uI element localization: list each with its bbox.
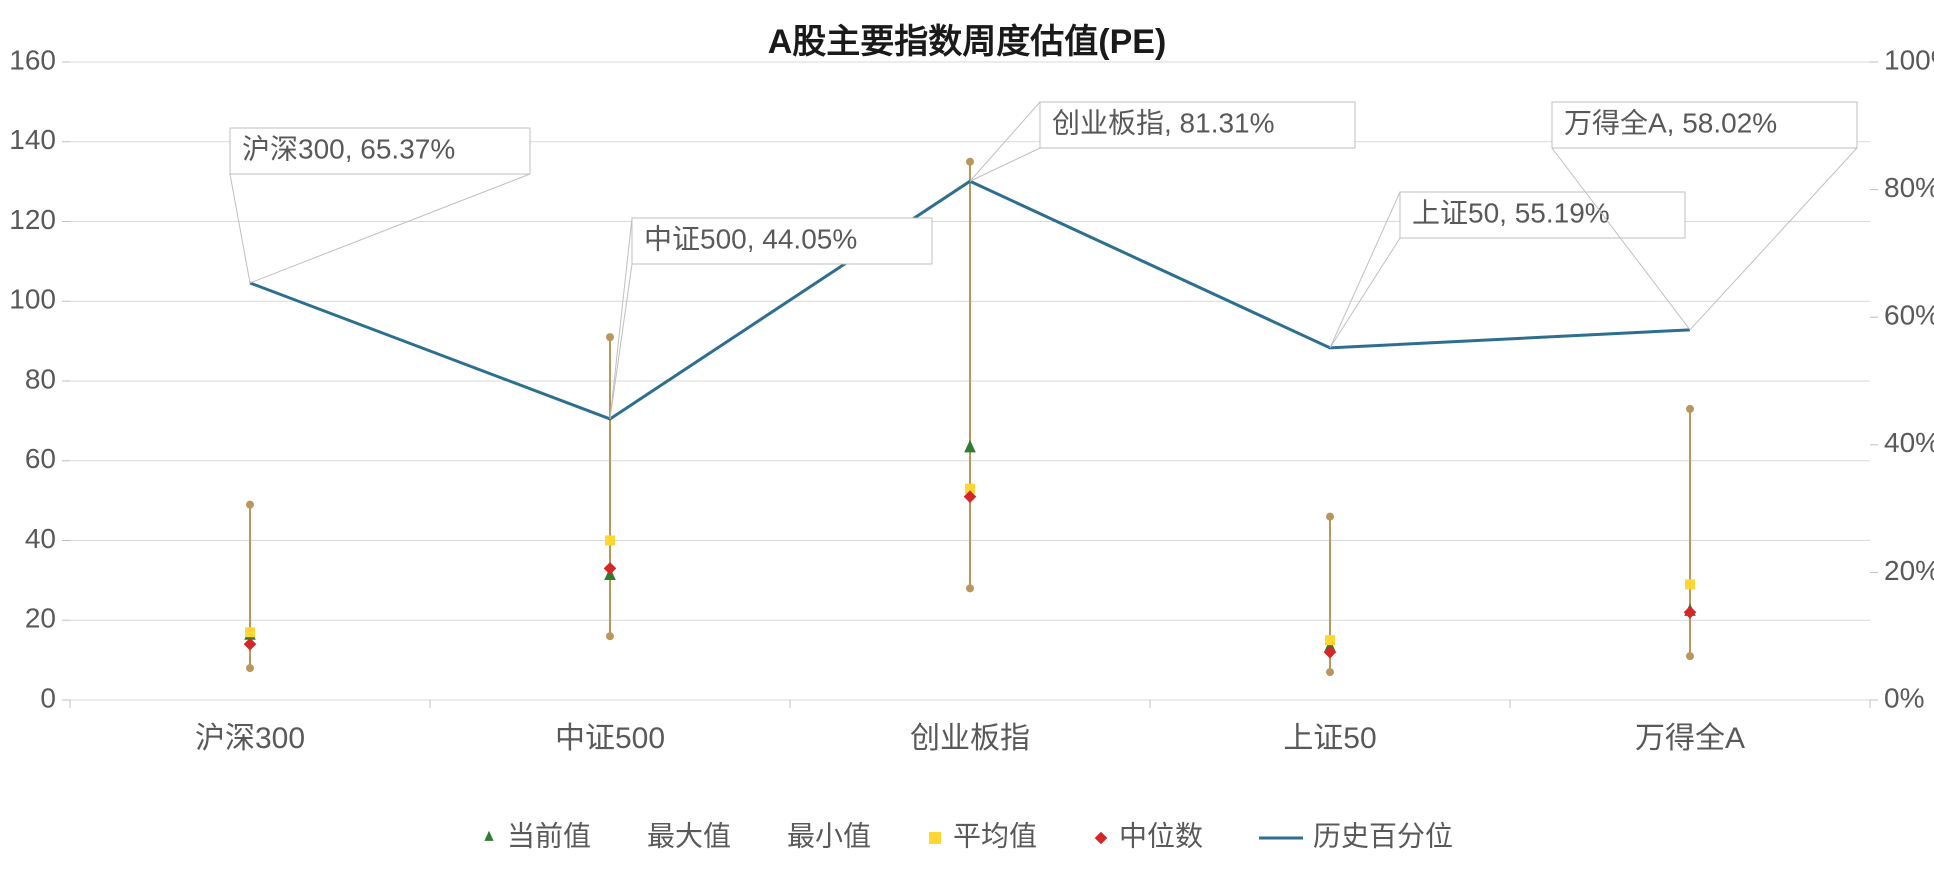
callout-leader — [1552, 148, 1690, 330]
range-min-cap — [246, 664, 254, 672]
marker-diamond — [1324, 646, 1337, 659]
callout-leader — [1330, 192, 1400, 348]
legend-label: 平均值 — [953, 820, 1037, 851]
marker-diamond — [1684, 606, 1697, 619]
marker-triangle — [964, 440, 976, 453]
y-right-tick-label: 60% — [1884, 300, 1934, 331]
range-max-cap — [966, 158, 974, 166]
legend-item: 当前值 — [484, 820, 591, 851]
category-label: 创业板指 — [910, 722, 1030, 755]
legend-item: 平均值 — [929, 820, 1037, 851]
callout-text: 创业板指, 81.31% — [1052, 107, 1275, 138]
chart-svg: 0204060801001201401600%20%40%60%80%100%沪… — [0, 0, 1934, 892]
callout-leader — [1690, 148, 1857, 330]
range-max-cap — [246, 501, 254, 509]
callout-leader — [610, 218, 632, 419]
y-left-tick-label: 0 — [40, 682, 56, 713]
y-left-tick-label: 20 — [25, 603, 56, 634]
y-left-tick-label: 140 — [9, 124, 56, 155]
legend-item: 中位数 — [1095, 820, 1203, 851]
y-left-tick-label: 80 — [25, 363, 56, 394]
y-left-tick-label: 40 — [25, 523, 56, 554]
callout-text: 上证50, 55.19% — [1412, 197, 1610, 228]
callout-leader — [230, 174, 250, 283]
category-label: 中证500 — [555, 722, 665, 755]
callout-leader — [250, 174, 530, 283]
callout-leader — [1330, 238, 1400, 348]
category-label: 上证50 — [1283, 722, 1376, 755]
range-max-cap — [1326, 513, 1334, 521]
legend-item: 最大值 — [647, 820, 731, 851]
callout-text: 沪深300, 65.37% — [242, 133, 455, 164]
marker-square — [605, 536, 615, 546]
marker-diamond — [1095, 832, 1108, 845]
callout-leader — [610, 264, 632, 419]
category-label: 万得全A — [1635, 722, 1745, 755]
marker-triangle — [484, 831, 493, 841]
legend-label: 历史百分位 — [1313, 820, 1453, 851]
legend-item: 历史百分位 — [1259, 820, 1453, 851]
y-left-tick-label: 120 — [9, 204, 56, 235]
callout-text: 万得全A, 58.02% — [1564, 107, 1777, 138]
legend-label: 中位数 — [1119, 820, 1203, 851]
range-max-cap — [606, 333, 614, 341]
y-right-tick-label: 20% — [1884, 555, 1934, 586]
y-right-tick-label: 0% — [1884, 682, 1924, 713]
marker-square — [245, 627, 255, 637]
range-min-cap — [606, 632, 614, 640]
callout-text: 中证500, 44.05% — [644, 223, 857, 254]
legend-label: 最大值 — [647, 820, 731, 851]
legend-item: 最小值 — [787, 820, 871, 851]
range-min-cap — [966, 584, 974, 592]
y-left-tick-label: 100 — [9, 284, 56, 315]
y-right-tick-label: 40% — [1884, 427, 1934, 458]
y-left-tick-label: 60 — [25, 443, 56, 474]
chart-title: A股主要指数周度估值(PE) — [0, 14, 1934, 63]
marker-diamond — [604, 562, 617, 575]
y-right-tick-label: 80% — [1884, 172, 1934, 203]
legend-label: 当前值 — [507, 820, 591, 851]
range-max-cap — [1686, 405, 1694, 413]
marker-square — [1325, 635, 1335, 645]
legend-label: 最小值 — [787, 820, 871, 851]
range-min-cap — [1686, 652, 1694, 660]
marker-square — [929, 832, 941, 844]
chart-container: A股主要指数周度估值(PE) 0204060801001201401600%20… — [0, 0, 1934, 892]
callout-leader — [970, 148, 1040, 181]
marker-square — [1685, 579, 1695, 589]
category-label: 沪深300 — [195, 722, 305, 755]
range-min-cap — [1326, 668, 1334, 676]
